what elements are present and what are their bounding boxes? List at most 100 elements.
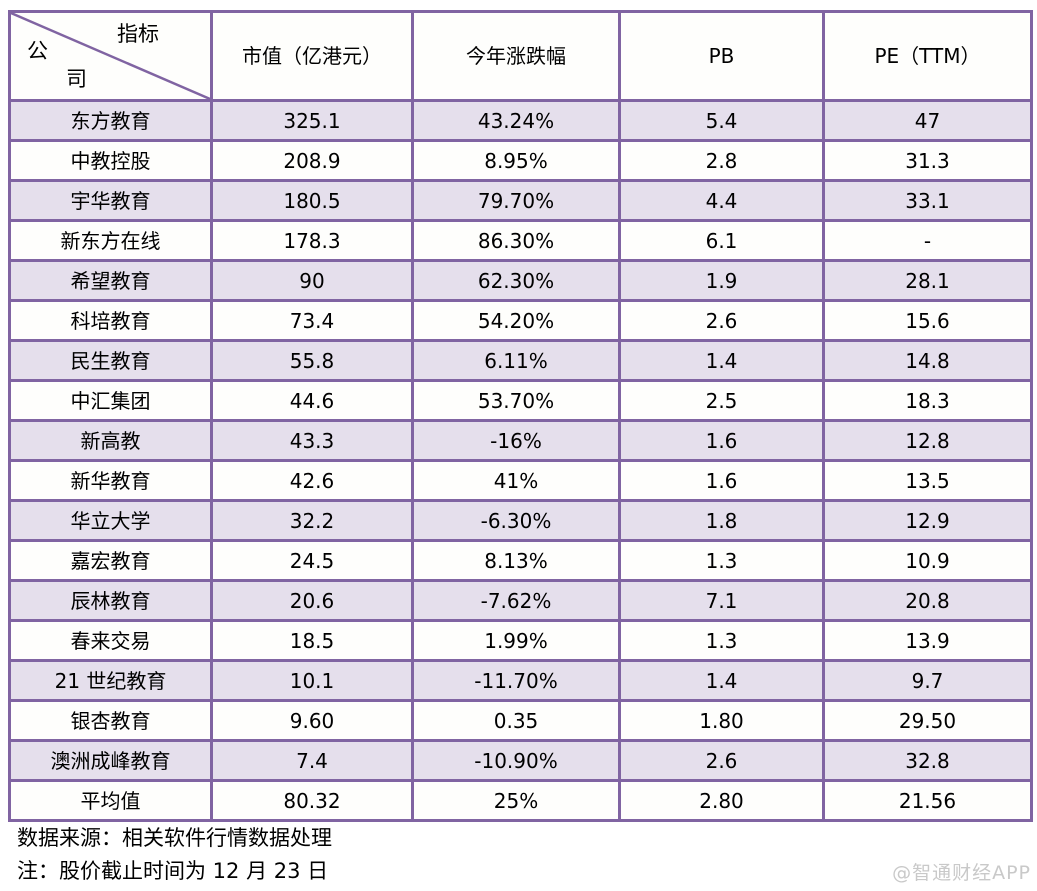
company-cell: 东方教育	[8, 99, 213, 142]
pe-cell: 47	[822, 99, 1033, 142]
ytd-change-cell: -7.62%	[411, 579, 621, 622]
diagonal-line	[12, 14, 209, 98]
company-cell: 科培教育	[8, 299, 213, 342]
pe-cell: 33.1	[822, 179, 1033, 222]
ytd-change-cell: 79.70%	[411, 179, 621, 222]
pb-cell: 2.5	[618, 379, 825, 422]
pb-cell: 2.80	[618, 779, 825, 822]
ytd-change-cell: 8.95%	[411, 139, 621, 182]
header-row: 指标 公 司 市值（亿港元） 今年涨跌幅 PB PE（TTM）	[8, 10, 1033, 102]
table-row: 华立大学 32.2 -6.30% 1.8 12.9	[8, 499, 1033, 542]
company-cell: 民生教育	[8, 339, 213, 382]
market-cap-cell: 208.9	[210, 139, 414, 182]
company-cell: 21 世纪教育	[8, 659, 213, 702]
ytd-change-cell: -6.30%	[411, 499, 621, 542]
watermark: @智通财经APP	[892, 862, 1031, 884]
market-cap-cell: 24.5	[210, 539, 414, 582]
market-cap-cell: 32.2	[210, 499, 414, 542]
pb-cell: 1.3	[618, 619, 825, 662]
pb-cell: 7.1	[618, 579, 825, 622]
pb-cell: 1.80	[618, 699, 825, 742]
pb-cell: 1.4	[618, 339, 825, 382]
market-cap-cell: 9.60	[210, 699, 414, 742]
pb-cell: 2.6	[618, 739, 825, 782]
ytd-change-cell: 62.30%	[411, 259, 621, 302]
market-cap-cell: 7.4	[210, 739, 414, 782]
ytd-change-cell: -16%	[411, 419, 621, 462]
market-cap-cell: 55.8	[210, 339, 414, 382]
pb-cell: 5.4	[618, 99, 825, 142]
pb-cell: 2.8	[618, 139, 825, 182]
market-cap-cell: 44.6	[210, 379, 414, 422]
pe-cell: 15.6	[822, 299, 1033, 342]
pb-cell: 2.6	[618, 299, 825, 342]
table-row: 银杏教育 9.60 0.35 1.80 29.50	[8, 699, 1033, 742]
ytd-change-cell: 25%	[411, 779, 621, 822]
pb-cell: 1.9	[618, 259, 825, 302]
company-cell: 希望教育	[8, 259, 213, 302]
table-row: 东方教育 325.1 43.24% 5.4 47	[8, 99, 1033, 142]
company-cell: 平均值	[8, 779, 213, 822]
table-row: 嘉宏教育 24.5 8.13% 1.3 10.9	[8, 539, 1033, 582]
market-cap-cell: 325.1	[210, 99, 414, 142]
pb-cell: 6.1	[618, 219, 825, 262]
pe-cell: -	[822, 219, 1033, 262]
company-cell: 嘉宏教育	[8, 539, 213, 582]
pe-cell: 32.8	[822, 739, 1033, 782]
table-row: 21 世纪教育 10.1 -11.70% 1.4 9.7	[8, 659, 1033, 702]
table-row: 澳洲成峰教育 7.4 -10.90% 2.6 32.8	[8, 739, 1033, 782]
education-stocks-table: 指标 公 司 市值（亿港元） 今年涨跌幅 PB PE（TTM） 东方教育 325…	[8, 10, 1033, 822]
ytd-change-cell: 6.11%	[411, 339, 621, 382]
pe-cell: 9.7	[822, 659, 1033, 702]
table-row: 科培教育 73.4 54.20% 2.6 15.6	[8, 299, 1033, 342]
table-row: 宇华教育 180.5 79.70% 4.4 33.1	[8, 179, 1033, 222]
ytd-change-cell: -11.70%	[411, 659, 621, 702]
note-price-cutoff-date: 注：股价截止时间为 12 月 23 日	[17, 859, 329, 883]
table-body: 东方教育 325.1 43.24% 5.4 47 中教控股 208.9 8.95…	[8, 99, 1033, 822]
pe-cell: 14.8	[822, 339, 1033, 382]
pe-cell: 10.9	[822, 539, 1033, 582]
market-cap-cell: 43.3	[210, 419, 414, 462]
corner-label-company-top: 公	[27, 39, 48, 63]
corner-header-cell: 指标 公 司	[8, 10, 213, 102]
ytd-change-cell: 0.35	[411, 699, 621, 742]
pb-cell: 1.8	[618, 499, 825, 542]
table-row: 民生教育 55.8 6.11% 1.4 14.8	[8, 339, 1033, 382]
column-header-market-cap: 市值（亿港元）	[210, 10, 414, 102]
ytd-change-cell: 43.24%	[411, 99, 621, 142]
market-cap-cell: 20.6	[210, 579, 414, 622]
ytd-change-cell: 54.20%	[411, 299, 621, 342]
company-cell: 中教控股	[8, 139, 213, 182]
pb-cell: 1.6	[618, 419, 825, 462]
column-header-ytd-change: 今年涨跌幅	[411, 10, 621, 102]
market-cap-cell: 180.5	[210, 179, 414, 222]
pb-cell: 4.4	[618, 179, 825, 222]
market-cap-cell: 42.6	[210, 459, 414, 502]
pe-cell: 18.3	[822, 379, 1033, 422]
pe-cell: 20.8	[822, 579, 1033, 622]
table-row: 春来交易 18.5 1.99% 1.3 13.9	[8, 619, 1033, 662]
ytd-change-cell: 53.70%	[411, 379, 621, 422]
company-cell: 中汇集团	[8, 379, 213, 422]
market-cap-cell: 73.4	[210, 299, 414, 342]
pb-cell: 1.3	[618, 539, 825, 582]
pe-cell: 12.9	[822, 499, 1033, 542]
table-row: 辰林教育 20.6 -7.62% 7.1 20.8	[8, 579, 1033, 622]
table-row: 中汇集团 44.6 53.70% 2.5 18.3	[8, 379, 1033, 422]
ytd-change-cell: 41%	[411, 459, 621, 502]
company-cell: 新东方在线	[8, 219, 213, 262]
company-cell: 宇华教育	[8, 179, 213, 222]
company-cell: 新高教	[8, 419, 213, 462]
market-cap-cell: 80.32	[210, 779, 414, 822]
market-cap-cell: 90	[210, 259, 414, 302]
column-header-pb: PB	[618, 10, 825, 102]
pe-cell: 13.5	[822, 459, 1033, 502]
pb-cell: 1.4	[618, 659, 825, 702]
table-row: 平均值 80.32 25% 2.80 21.56	[8, 779, 1033, 822]
pe-cell: 28.1	[822, 259, 1033, 302]
company-cell: 澳洲成峰教育	[8, 739, 213, 782]
market-cap-cell: 178.3	[210, 219, 414, 262]
pe-cell: 13.9	[822, 619, 1033, 662]
market-cap-cell: 10.1	[210, 659, 414, 702]
